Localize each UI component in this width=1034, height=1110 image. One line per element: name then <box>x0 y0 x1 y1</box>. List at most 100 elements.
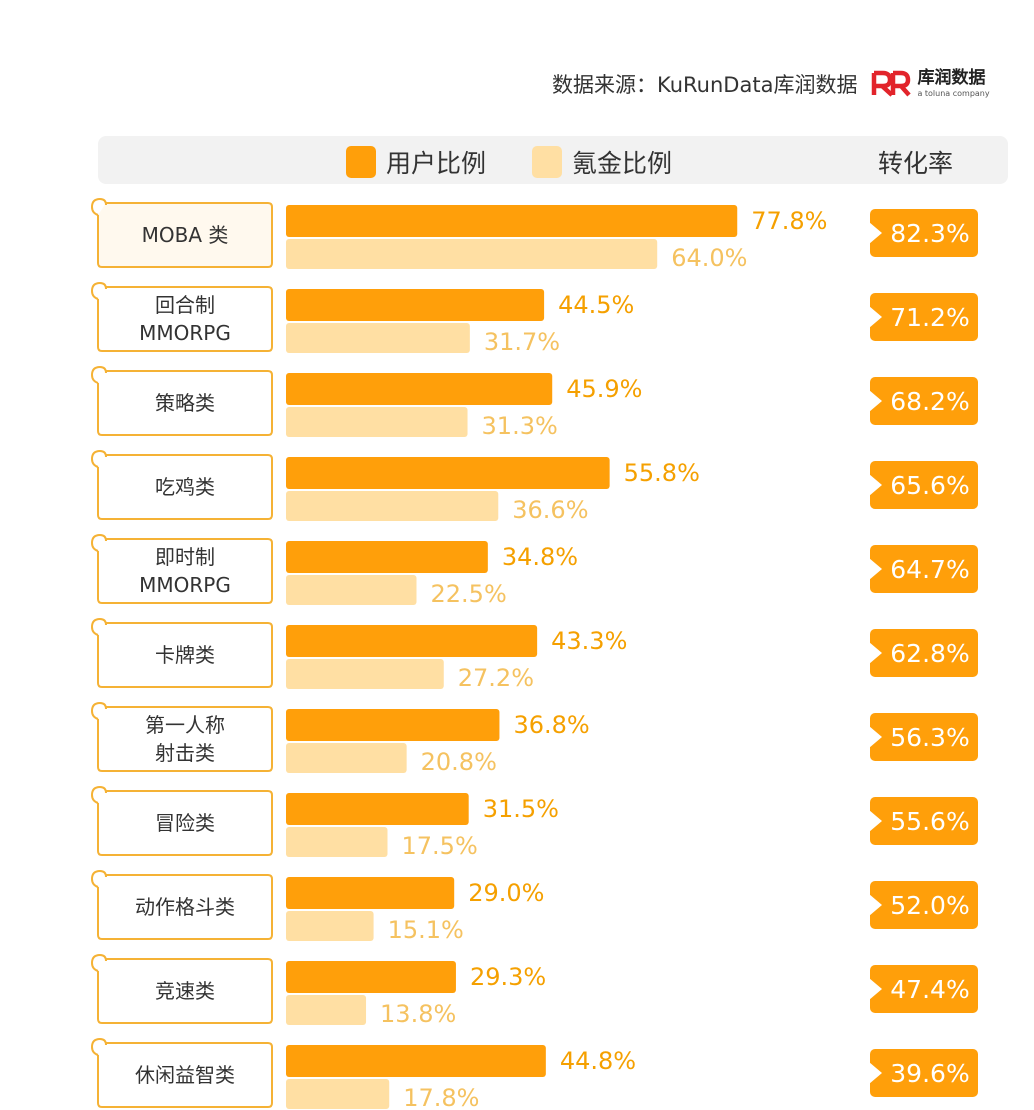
pay-ratio-label: 27.2% <box>458 664 534 692</box>
user-ratio-label: 55.8% <box>624 459 700 487</box>
conversion-badge <box>870 965 978 1013</box>
badge-notch-icon <box>869 306 882 328</box>
category-label-tab-curl <box>90 785 107 804</box>
conversion-badge <box>870 377 978 425</box>
category-label: 第一人称 <box>145 713 225 737</box>
conversion-badge <box>870 545 978 593</box>
user-ratio-bar <box>286 793 469 825</box>
badge-notch-icon <box>869 726 882 748</box>
category-label: 竞速类 <box>155 979 215 1003</box>
conversion-rate-label: 71.2% <box>890 303 969 332</box>
pay-ratio-label: 17.8% <box>403 1084 479 1110</box>
pay-ratio-label: 31.3% <box>482 412 558 440</box>
pay-ratio-bar <box>286 659 444 689</box>
category-label-tab-curl <box>90 869 107 888</box>
category-label: 回合制 <box>155 293 215 317</box>
brand-logo: R 库润数据 a toluna company <box>871 68 990 98</box>
pay-ratio-label: 22.5% <box>431 580 507 608</box>
user-ratio-label: 36.8% <box>513 711 589 739</box>
category-label: 卡牌类 <box>155 643 215 667</box>
data-source: 数据来源：KuRunData库润数据 R 库润数据 a toluna compa… <box>552 66 990 102</box>
pay-ratio-label: 64.0% <box>671 244 747 272</box>
legend-header: 用户比例 氪金比例 转化率 <box>98 136 1008 184</box>
category-label-tab-curl <box>90 701 107 720</box>
kurundata-logo-icon: R <box>872 70 912 97</box>
user-ratio-bar <box>286 373 553 405</box>
user-ratio-label: 77.8% <box>751 207 827 235</box>
category-label: MOBA 类 <box>142 223 229 247</box>
category-label: MMORPG <box>139 321 231 345</box>
category-label: 冒险类 <box>155 811 215 835</box>
pay-ratio-label: 13.8% <box>380 1000 456 1028</box>
conversion-rate-label: 56.3% <box>890 723 969 752</box>
category-label-box <box>97 1042 273 1108</box>
category-label-tab-curl <box>90 281 107 300</box>
pay-ratio-label: 15.1% <box>388 916 464 944</box>
badge-notch-icon <box>869 810 882 832</box>
badge-notch-icon <box>869 642 882 664</box>
legend-user-swatch <box>346 146 376 178</box>
conversion-badge <box>870 209 978 257</box>
category-label: 策略类 <box>155 391 215 415</box>
user-ratio-bar <box>286 961 456 993</box>
category-label-box <box>97 454 273 520</box>
conversion-badge <box>870 797 978 845</box>
brand-name: 库润数据 <box>917 68 986 88</box>
badge-notch-icon <box>869 390 882 412</box>
category-label-box <box>97 622 273 688</box>
user-ratio-bar <box>286 541 488 573</box>
category-label-box <box>97 874 273 940</box>
conversion-rate-label: 47.4% <box>890 975 969 1004</box>
category-label-box <box>97 202 273 268</box>
user-ratio-label: 31.5% <box>483 795 559 823</box>
rate-header: 转化率 <box>878 149 954 178</box>
conversion-badge <box>870 293 978 341</box>
user-ratio-bar <box>286 1045 546 1077</box>
user-ratio-label: 45.9% <box>566 375 642 403</box>
brand-subtitle: a toluna company <box>917 89 990 98</box>
user-ratio-bar <box>286 877 455 909</box>
user-ratio-bar <box>286 205 738 237</box>
conversion-badge <box>870 713 978 761</box>
badge-notch-icon <box>869 1062 882 1084</box>
pay-ratio-label: 17.5% <box>402 832 478 860</box>
user-ratio-label: 43.3% <box>551 627 627 655</box>
legend-pay-swatch <box>532 146 562 178</box>
conversion-badge <box>870 461 978 509</box>
conversion-rate-label: 64.7% <box>890 555 969 584</box>
category-label: 休闲益智类 <box>135 1063 235 1087</box>
pay-ratio-bar <box>286 1079 390 1109</box>
category-label-box <box>97 370 273 436</box>
pay-ratio-bar <box>286 743 407 773</box>
category-label: 吃鸡类 <box>155 475 215 499</box>
pay-ratio-label: 31.7% <box>484 328 560 356</box>
pay-ratio-label: 20.8% <box>421 748 497 776</box>
user-ratio-label: 44.5% <box>558 291 634 319</box>
legend-user-label: 用户比例 <box>386 149 487 178</box>
conversion-badge <box>870 881 978 929</box>
category-label-box <box>97 790 273 856</box>
pay-ratio-bar <box>286 407 468 437</box>
user-ratio-bar <box>286 457 610 489</box>
pay-ratio-bar <box>286 995 367 1025</box>
user-ratio-label: 29.0% <box>468 879 544 907</box>
conversion-rate-label: 82.3% <box>890 219 969 248</box>
user-ratio-bar <box>286 625 538 657</box>
category-label-tab-curl <box>90 1037 107 1056</box>
category-label-tab-curl <box>90 533 107 552</box>
category-label-tab-curl <box>90 449 107 468</box>
legend-pay-label: 氪金比例 <box>572 149 673 178</box>
pay-ratio-bar <box>286 911 374 941</box>
conversion-rate-label: 39.6% <box>890 1059 969 1088</box>
conversion-badge <box>870 1049 978 1097</box>
category-label-box <box>97 286 273 352</box>
user-ratio-bar <box>286 709 500 741</box>
category-label-tab-curl <box>90 617 107 636</box>
badge-notch-icon <box>869 894 882 916</box>
category-label-box <box>97 958 273 1024</box>
pay-ratio-bar <box>286 827 388 857</box>
pay-ratio-bar <box>286 491 499 521</box>
conversion-rate-label: 65.6% <box>890 471 969 500</box>
conversion-badge <box>870 629 978 677</box>
